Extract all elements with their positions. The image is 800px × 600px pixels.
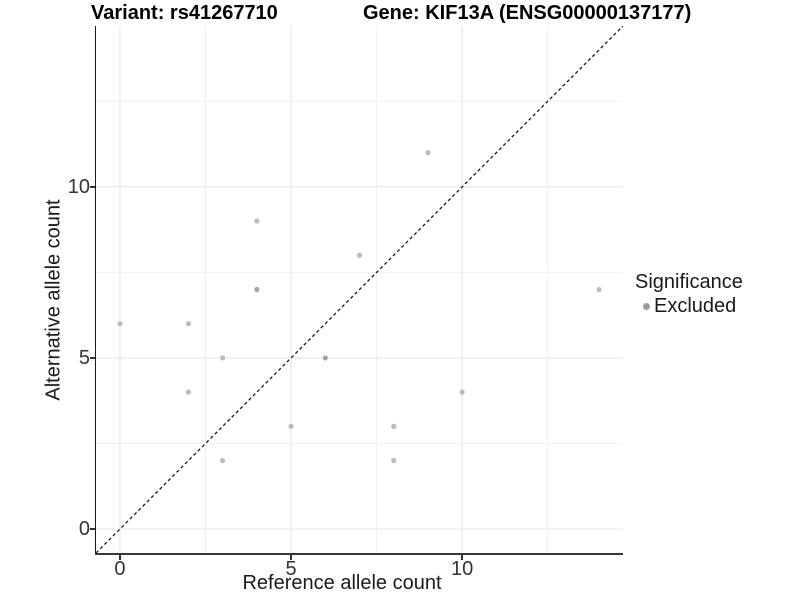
x-tick-label: 0 <box>114 558 126 580</box>
plot-panel <box>96 26 623 553</box>
data-point <box>596 286 602 293</box>
x-tick-mark <box>290 555 292 560</box>
y-tick-label: 5 <box>78 346 90 369</box>
y-tick-mark <box>90 357 95 359</box>
legend: Significance Excluded <box>635 271 743 317</box>
data-point <box>117 321 123 327</box>
y-tick-label: 0 <box>78 518 90 541</box>
data-point <box>185 321 191 327</box>
data-point <box>220 355 226 361</box>
legend-title: Significance <box>635 271 743 293</box>
y-axis-title: Alternative allele count <box>42 199 65 401</box>
data-point <box>391 458 397 464</box>
y-axis-line <box>95 26 97 554</box>
data-point <box>322 355 328 361</box>
data-point <box>254 286 260 293</box>
y-tick-mark <box>90 186 95 188</box>
data-point <box>288 423 294 429</box>
legend-entry-label: Excluded <box>654 295 737 317</box>
data-point <box>185 389 191 395</box>
data-point <box>220 458 226 464</box>
x-tick-label: 10 <box>451 558 474 580</box>
x-axis-title: Reference allele count <box>242 572 442 594</box>
data-point <box>254 218 260 224</box>
y-tick-label: 10 <box>67 175 90 198</box>
data-point <box>425 150 431 156</box>
data-point <box>391 423 397 429</box>
x-tick-mark <box>119 555 121 560</box>
data-point <box>356 252 363 258</box>
plot-title-gene: Gene: KIF13A (ENSG00000137177) <box>363 2 692 24</box>
plot-title-variant: Variant: rs41267710 <box>91 2 278 24</box>
x-axis-line <box>95 553 623 555</box>
x-tick-mark <box>461 555 463 560</box>
legend-point-icon <box>643 302 650 310</box>
data-point <box>459 389 465 395</box>
legend-entry-excluded: Excluded <box>635 295 743 317</box>
scatter-canvas <box>96 26 623 553</box>
x-tick-label: 5 <box>285 558 297 580</box>
y-tick-mark <box>90 528 95 530</box>
